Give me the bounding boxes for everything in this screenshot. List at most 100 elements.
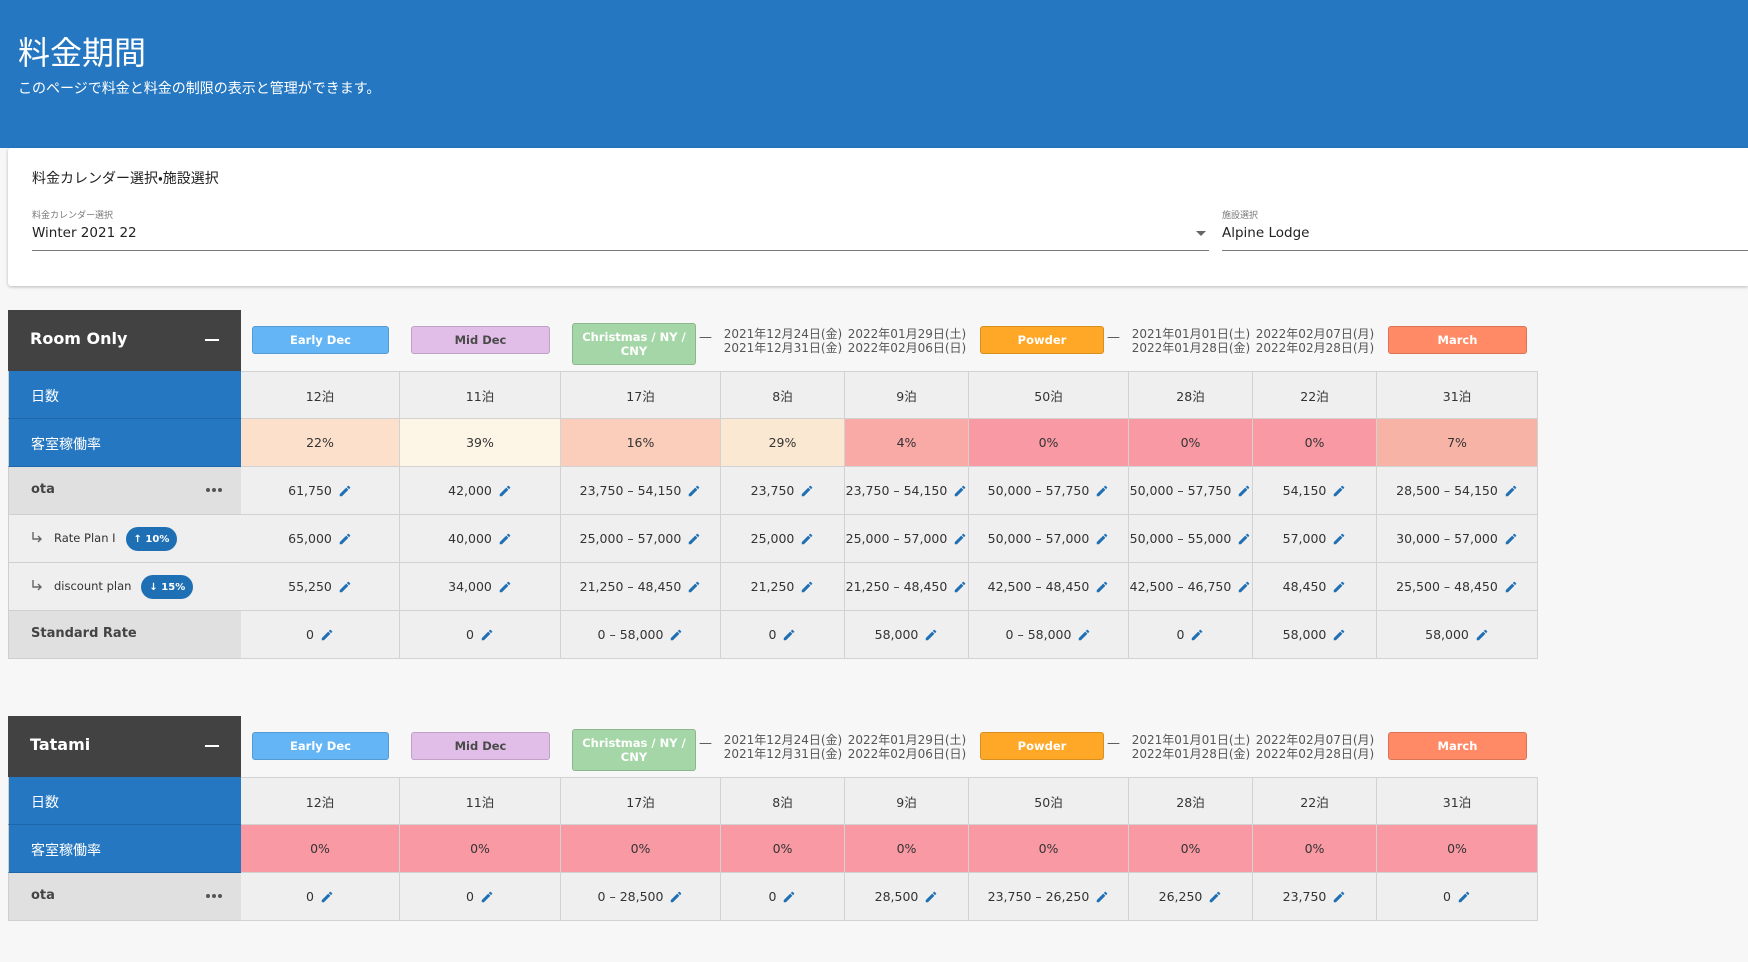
table-cell: 0: [241, 873, 400, 921]
edit-icon[interactable]: [669, 628, 683, 642]
cell-value: 42,500 – 48,450: [987, 579, 1090, 594]
collapse-button[interactable]: [205, 339, 219, 341]
edit-icon[interactable]: [1095, 580, 1109, 594]
cell-value: 23,750: [750, 483, 795, 498]
more-menu[interactable]: [205, 487, 223, 493]
edit-icon[interactable]: [1504, 484, 1518, 498]
period-tag[interactable]: March: [1388, 326, 1527, 354]
table-cell: 25,000: [721, 515, 845, 563]
period-tag[interactable]: Mid Dec: [411, 326, 550, 354]
cell-value: 0%: [896, 841, 917, 856]
edit-icon[interactable]: [480, 628, 494, 642]
cell-value: 8泊: [772, 388, 793, 404]
edit-icon[interactable]: [953, 532, 967, 546]
dropdown-arrow: [1196, 231, 1206, 236]
field-label: 施設選択: [1222, 211, 1259, 221]
edit-icon[interactable]: [1095, 890, 1109, 904]
cell-value: 65,000: [288, 531, 332, 546]
edit-icon[interactable]: [669, 890, 683, 904]
edit-icon[interactable]: [1504, 580, 1518, 594]
edit-icon[interactable]: [1332, 532, 1346, 546]
cell-value: 8泊: [772, 794, 793, 810]
edit-icon[interactable]: [338, 532, 352, 546]
edit-icon[interactable]: [498, 532, 512, 546]
period-tag[interactable]: Mid Dec: [411, 732, 550, 760]
period-tag[interactable]: Powder: [980, 326, 1104, 354]
edit-icon[interactable]: [1332, 484, 1346, 498]
edit-icon[interactable]: [953, 484, 967, 498]
table-cell: 31泊: [1377, 777, 1538, 825]
period-tag[interactable]: Christmas / NY / CNY: [572, 323, 696, 365]
table-cell: 34,000: [400, 563, 561, 611]
table-cell: 0: [400, 873, 561, 921]
edit-icon[interactable]: [924, 628, 938, 642]
table-cell: 0: [400, 611, 561, 659]
table-cell: 30,000 – 57,000: [1377, 515, 1538, 563]
edit-icon[interactable]: [800, 532, 814, 546]
edit-icon[interactable]: [1332, 580, 1346, 594]
edit-icon[interactable]: [1095, 532, 1109, 546]
edit-icon[interactable]: [1504, 532, 1518, 546]
table-cell: 21,250 – 48,450: [845, 563, 969, 611]
edit-icon[interactable]: [1208, 890, 1222, 904]
edit-icon[interactable]: [800, 484, 814, 498]
sub-arrow: [32, 580, 42, 591]
edit-icon[interactable]: [320, 628, 334, 642]
period-tag[interactable]: March: [1388, 732, 1527, 760]
edit-icon[interactable]: [320, 890, 334, 904]
edit-icon[interactable]: [782, 890, 796, 904]
cell-value: 23,750: [1282, 889, 1327, 904]
section-title-cell: Room Only: [8, 310, 241, 371]
table-cell: 28泊: [1129, 777, 1253, 825]
edit-icon[interactable]: [1237, 580, 1251, 594]
edit-icon[interactable]: [953, 580, 967, 594]
edit-icon[interactable]: [1332, 628, 1346, 642]
edit-icon[interactable]: [800, 580, 814, 594]
period-tag[interactable]: Early Dec: [252, 732, 389, 760]
property-select[interactable]: 施設選択 Alpine Lodge: [1222, 208, 1748, 252]
section-title: Tatami: [30, 735, 91, 754]
edit-icon[interactable]: [687, 532, 701, 546]
edit-icon[interactable]: [498, 580, 512, 594]
edit-icon[interactable]: [1237, 532, 1251, 546]
table-cell: 9泊: [845, 777, 969, 825]
edit-icon[interactable]: [1457, 890, 1471, 904]
section-title: Room Only: [30, 329, 128, 348]
table-cell: 42,000: [400, 467, 561, 515]
table-cell: 8泊: [721, 777, 845, 825]
edit-icon[interactable]: [338, 580, 352, 594]
table-cell: 0%: [1253, 419, 1377, 467]
edit-icon[interactable]: [1237, 484, 1251, 498]
table-cell: 29%: [721, 419, 845, 467]
cell-value: 0%: [1447, 841, 1467, 856]
period-tag[interactable]: Christmas / NY / CNY: [572, 729, 696, 771]
edit-icon[interactable]: [782, 628, 796, 642]
collapse-button[interactable]: [205, 745, 219, 747]
edit-icon[interactable]: [480, 890, 494, 904]
table-cell: 4%: [845, 419, 969, 467]
edit-icon[interactable]: [687, 580, 701, 594]
period-tag[interactable]: Powder: [980, 732, 1104, 760]
row-label-cell: 客室稼働率: [8, 825, 241, 873]
table-cell: 23,750 – 54,150: [561, 467, 721, 515]
table-cell: 54,150: [1253, 467, 1377, 515]
edit-icon[interactable]: [1332, 890, 1346, 904]
table-cell: 0: [241, 611, 400, 659]
more-menu[interactable]: [205, 893, 223, 899]
row-label-cell: 客室稼働率: [8, 419, 241, 467]
edit-icon[interactable]: [924, 890, 938, 904]
edit-icon[interactable]: [1475, 628, 1489, 642]
cell-value: 22泊: [1300, 794, 1329, 810]
row-label-cell: 日数: [8, 371, 241, 419]
edit-icon[interactable]: [687, 484, 701, 498]
edit-icon[interactable]: [1095, 484, 1109, 498]
edit-icon[interactable]: [1077, 628, 1091, 642]
period-tag[interactable]: Early Dec: [252, 326, 389, 354]
edit-icon[interactable]: [338, 484, 352, 498]
cell-value: 23,750 – 54,150: [845, 483, 948, 498]
edit-icon[interactable]: [1190, 628, 1204, 642]
table-cell: 0%: [241, 825, 400, 873]
cell-value: 21,250 – 48,450: [845, 579, 948, 594]
edit-icon[interactable]: [498, 484, 512, 498]
calendar-select[interactable]: 料金カレンダー選択 Winter 2021 22: [32, 208, 1209, 252]
